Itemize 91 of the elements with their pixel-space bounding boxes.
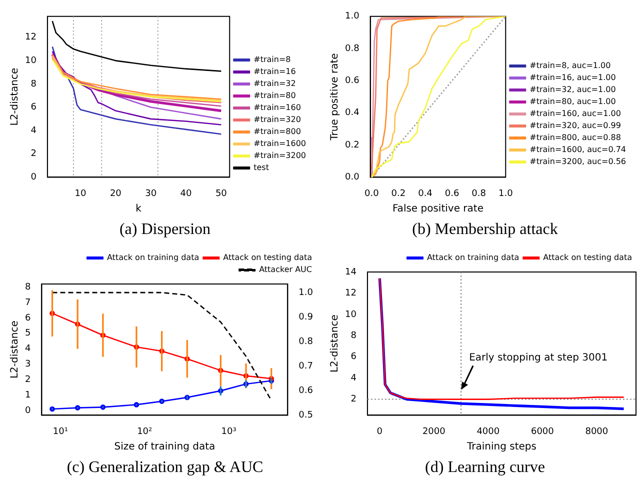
x-tick-label: 0	[376, 426, 383, 437]
x-tick-label: 8000	[585, 426, 608, 437]
legend-label: #train=80	[254, 91, 296, 100]
y-tick-label: 2	[30, 149, 36, 160]
y-tick-label: 5	[24, 328, 31, 339]
text: (a) Dispersion	[118, 220, 212, 240]
y2-tick-label: 0.8	[298, 336, 314, 347]
y-axis-title: L2-distance	[10, 68, 21, 126]
y2-tick-label: 0.5	[298, 410, 314, 421]
y-tick-label: 6	[30, 102, 37, 113]
y-axis-title: True positive rate	[330, 53, 341, 142]
y-tick-label: 0	[24, 406, 31, 416]
annotation: Early stopping at step 3001	[469, 352, 608, 364]
x-tick-label: 2000	[422, 426, 446, 437]
legend-label: #train=1600, auc=0.74	[530, 145, 626, 154]
x-tick-label: 6000	[530, 426, 554, 437]
legend-label: Attack on testing data	[223, 253, 312, 262]
x-tick-label: 0.0	[364, 188, 380, 199]
y-tick-label: 0.6	[344, 76, 360, 86]
x-tick-label: 40	[180, 188, 192, 199]
legend-label: #train=32	[254, 79, 296, 88]
y-tick-label: 0	[30, 172, 37, 183]
legend-label: #train=800	[254, 127, 301, 136]
y-tick-label: 6	[24, 313, 31, 324]
x-tick-label: 10¹	[52, 426, 68, 437]
legend-label: #train=160, auc=1.00	[530, 109, 621, 118]
y-tick-label: 8	[24, 282, 31, 292]
x-tick-label: 4000	[476, 426, 500, 437]
y-tick-label: 4	[30, 126, 37, 136]
y-tick-label: 2	[350, 394, 356, 405]
y-tick-label: 10	[345, 310, 357, 320]
legend-label: Attack on testing data	[543, 253, 632, 262]
x-tick-label: 50	[215, 188, 228, 199]
x-axis-title: Size of training data	[114, 442, 216, 453]
y-tick-label: 1.0	[344, 12, 360, 22]
text: (c) Generalization gap & AUC	[66, 458, 264, 478]
x-tick-label: 0.6	[444, 188, 460, 199]
x-axis-title: Training steps	[466, 442, 536, 453]
legend-label: Attacker AUC	[259, 265, 312, 274]
legend-label: Attack on training data	[426, 253, 520, 262]
y-tick-label: 1	[24, 390, 31, 400]
text: (b) Membership attack	[411, 220, 559, 240]
x-tick-label: 0.8	[472, 188, 486, 199]
y-tick-label: 4	[350, 373, 357, 384]
y-tick-label: 6	[350, 352, 357, 362]
y-tick-label: 0.2	[344, 140, 360, 150]
y-axis-title: L2-distance	[10, 320, 21, 379]
x-tick-label: 0.2	[391, 188, 406, 199]
y2-tick-label: 0.6	[298, 386, 314, 396]
legend-label: #train=16	[254, 67, 296, 76]
legend-label: #train=3200	[254, 151, 306, 160]
y-tick-label: 8	[30, 79, 37, 90]
x-tick-label: 10²	[137, 426, 153, 437]
x-axis-title: k	[136, 204, 142, 215]
legend-label: #train=8, auc=1.00	[530, 61, 611, 70]
legend-label: #train=3200, auc=0.56	[530, 157, 626, 166]
y-tick-label: 12	[25, 32, 36, 43]
y-tick-label: 4	[24, 344, 31, 354]
y-tick-label: 3	[24, 360, 31, 370]
y-tick-label: 8	[350, 330, 357, 341]
legend-label: #train=80, auc=1.00	[530, 97, 616, 106]
legend-label: #train=160	[254, 103, 301, 112]
x-tick-label: 0.4	[418, 188, 433, 199]
x-tick-label: 30	[145, 188, 157, 199]
legend-label: test	[254, 163, 269, 172]
x-tick-label: 10³	[221, 426, 237, 437]
x-tick-label: 1.0	[498, 188, 514, 199]
y-tick-label: 7	[24, 298, 31, 308]
legend-label: #train=320	[254, 115, 301, 124]
x-axis-title: False positive rate	[392, 204, 484, 215]
legend-label: #train=800, auc=0.88	[530, 133, 621, 142]
y2-tick-label: 0.9	[298, 312, 314, 322]
y-tick-label: 14	[345, 267, 357, 278]
legend-label: Attack on training data	[106, 253, 200, 262]
legend-label: #train=1600	[254, 139, 306, 148]
legend-label: #train=8	[254, 55, 291, 64]
legend-label: #train=16, auc=1.00	[530, 73, 616, 82]
y2-tick-label: 0.7	[298, 361, 314, 372]
y-axis-title: L2-distance	[330, 314, 341, 373]
legend-label: #train=32, auc=1.00	[530, 85, 616, 94]
text: (d) Learning curve	[424, 458, 546, 478]
y-tick-label: 2	[24, 375, 31, 386]
legend-label: #train=320, auc=0.99	[530, 121, 621, 130]
x-tick-label: 10	[74, 188, 87, 199]
y-tick-label: 10	[25, 56, 37, 66]
y-tick-label: 0.8	[344, 44, 360, 54]
y-tick-label: 12	[345, 288, 356, 299]
x-tick-label: 20	[110, 188, 122, 199]
y2-tick-label: 1.0	[298, 288, 314, 298]
y-tick-label: 0.0	[344, 172, 360, 183]
y-tick-label: 0.4	[344, 108, 360, 118]
